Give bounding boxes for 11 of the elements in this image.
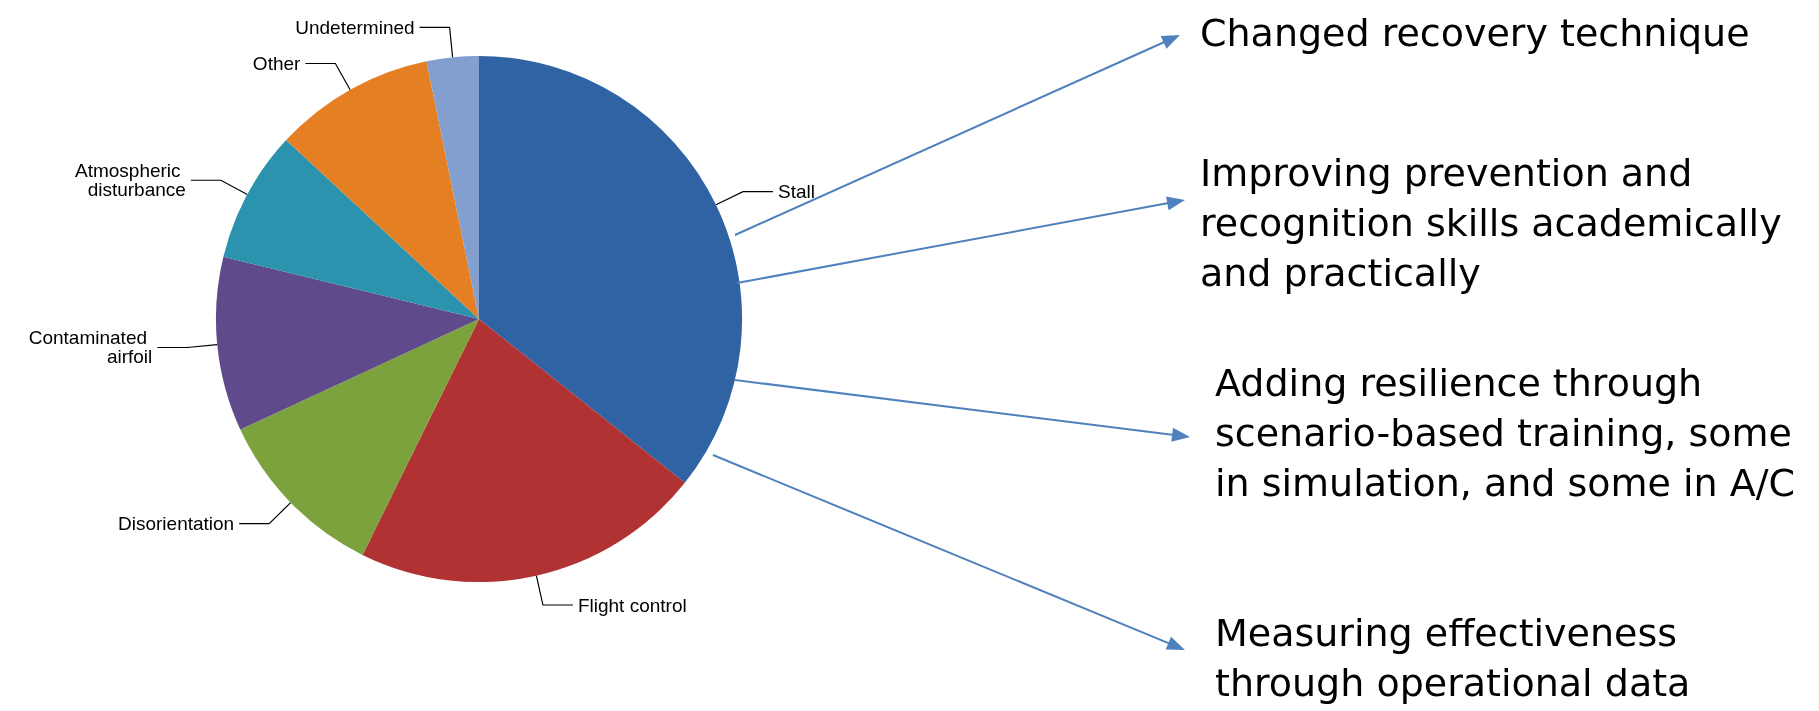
slice-label: Stall bbox=[777, 181, 815, 203]
slice-label: Atmospheric disturbance bbox=[74, 160, 186, 201]
slice-label: Disorientation bbox=[118, 513, 235, 535]
text: Measuring effectiveness through operational data bbox=[1215, 610, 1692, 707]
text: Changed recovery technique bbox=[1200, 10, 1751, 57]
slice-label: Other bbox=[252, 53, 302, 75]
text: Adding resilience through scenario-based training, some in simulation, and some in A/C bbox=[1215, 360, 1797, 507]
text: Improving prevention and recognition skills academically and practically bbox=[1200, 150, 1783, 297]
slice-label: Contaminated airfoil bbox=[28, 327, 153, 368]
slice-label: Undetermined bbox=[295, 16, 415, 38]
slice-label: Flight control bbox=[577, 594, 687, 616]
